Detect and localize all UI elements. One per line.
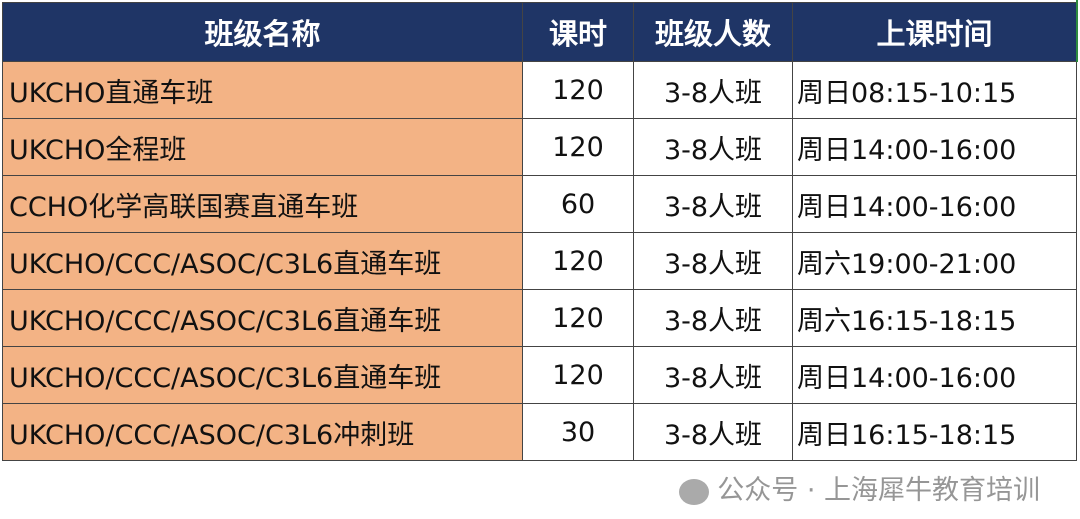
cell-class-name: UKCHO/CCC/ASOC/C3L6直通车班 (2, 346, 523, 404)
cell-class-name: CCHO化学高联国赛直通车班 (2, 175, 523, 233)
cell-class-name: UKCHO/CCC/ASOC/C3L6直通车班 (2, 289, 523, 347)
header-row: 班级名称 课时 班级人数 上课时间 (2, 2, 1077, 62)
table-row: UKCHO/CCC/ASOC/C3L6直通车班 120 3-8人班 周日14:00-1… (2, 346, 1077, 404)
cell-class-size: 3-8人班 (633, 289, 793, 347)
cell-class-size: 3-8人班 (633, 232, 793, 290)
cell-hours: 120 (522, 346, 634, 404)
cell-class-name: UKCHO直通车班 (2, 61, 523, 119)
cell-class-size: 3-8人班 (633, 346, 793, 404)
cell-schedule: 周日08:15-10:15 (792, 61, 1077, 119)
cell-class-name: UKCHO全程班 (2, 118, 523, 176)
cell-hours: 30 (522, 403, 634, 461)
cell-schedule: 周六19:00-21:00 (792, 232, 1077, 290)
table-row: UKCHO/CCC/ASOC/C3L6直通车班 120 3-8人班 周六16:15-1… (2, 289, 1077, 347)
header-class-name: 班级名称 (2, 2, 523, 62)
wechat-icon (679, 478, 710, 505)
cell-class-size: 3-8人班 (633, 61, 793, 119)
table-row: UKCHO全程班 120 3-8人班 周日14:00-16:00 (2, 118, 1077, 176)
cell-class-name: UKCHO/CCC/ASOC/C3L6直通车班 (2, 232, 523, 290)
cell-schedule: 周日14:00-16:00 (792, 175, 1077, 233)
cell-hours: 120 (522, 61, 634, 119)
table-row: CCHO化学高联国赛直通车班 60 3-8人班 周日14:00-16:00 (2, 175, 1077, 233)
table-row: UKCHO/CCC/ASOC/C3L6直通车班 120 3-8人班 周六19:00-2… (2, 232, 1077, 290)
cell-hours: 120 (522, 232, 634, 290)
cell-hours: 120 (522, 289, 634, 347)
sheet-edge-line (1076, 0, 1078, 62)
cell-schedule: 周日16:15-18:15 (792, 403, 1077, 461)
cell-schedule: 周六16:15-18:15 (792, 289, 1077, 347)
table-row: UKCHO/CCC/ASOC/C3L6冲刺班 30 3-8人班 周日16:15-18:… (2, 403, 1077, 461)
cell-hours: 120 (522, 118, 634, 176)
watermark: 公众号 · 上海犀牛教育培训 (679, 474, 1040, 508)
watermark-text: 公众号 · 上海犀牛教育培训 (717, 475, 1040, 506)
header-schedule: 上课时间 (792, 2, 1077, 62)
cell-class-size: 3-8人班 (633, 175, 793, 233)
cell-schedule: 周日14:00-16:00 (792, 118, 1077, 176)
cell-class-size: 3-8人班 (633, 403, 793, 461)
header-hours: 课时 (522, 2, 634, 62)
table-row: UKCHO直通车班 120 3-8人班 周日08:15-10:15 (2, 61, 1077, 119)
cell-class-name: UKCHO/CCC/ASOC/C3L6冲刺班 (2, 403, 523, 461)
header-class-size: 班级人数 (633, 2, 793, 62)
cell-hours: 60 (522, 175, 634, 233)
cell-schedule: 周日14:00-16:00 (792, 346, 1077, 404)
cell-class-size: 3-8人班 (633, 118, 793, 176)
class-schedule-table: 班级名称 课时 班级人数 上课时间 UKCHO直通车班 120 3-8人班 周日08:… (2, 2, 1077, 461)
